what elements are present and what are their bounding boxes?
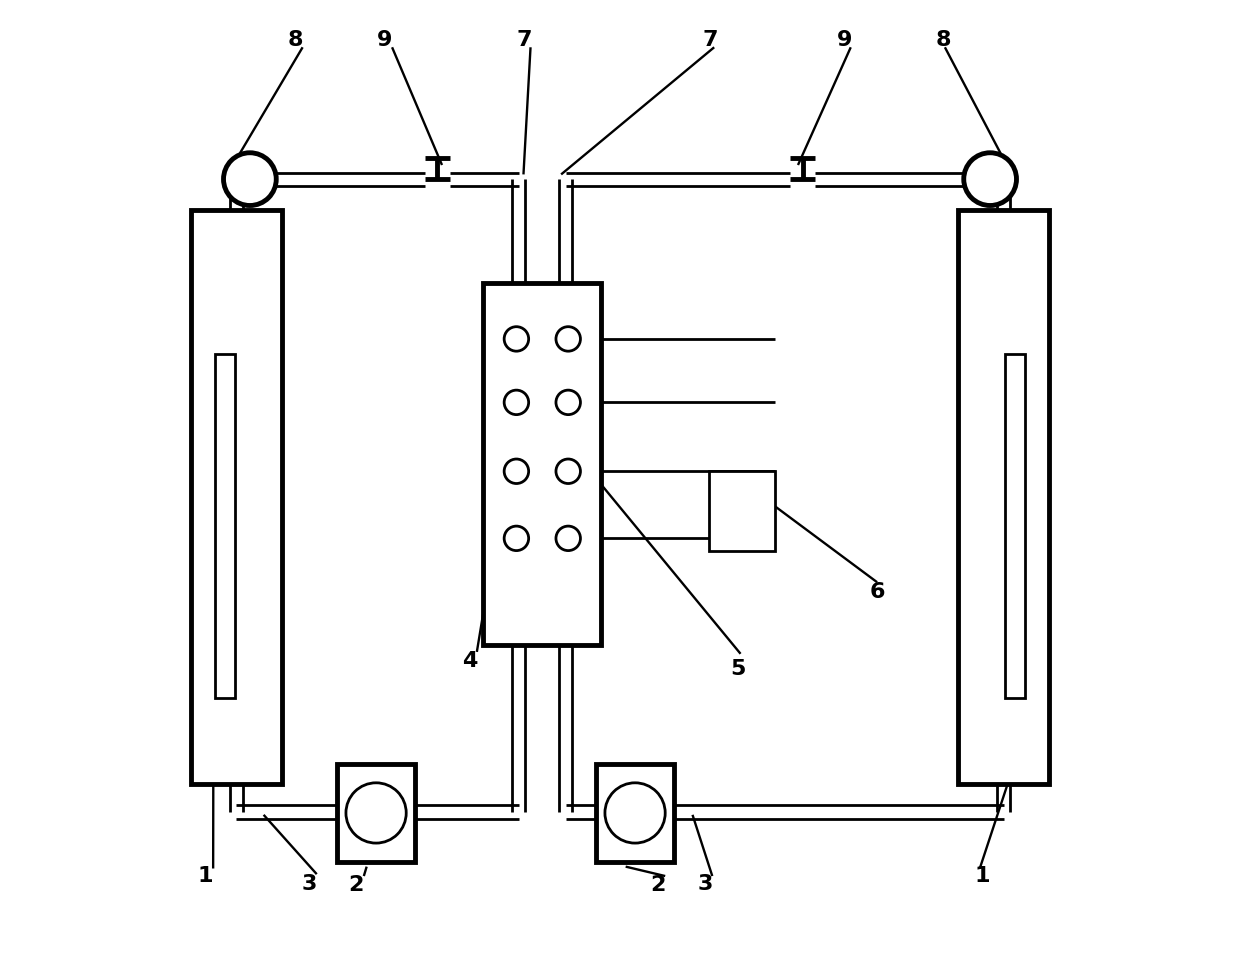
Text: 7: 7 [703,30,718,50]
Text: 4: 4 [461,652,477,672]
Circle shape [963,153,1017,206]
Bar [959,210,1049,784]
Text: 2: 2 [348,875,365,896]
Bar [596,764,673,862]
Bar [216,354,236,698]
Circle shape [556,459,580,483]
Text: 8: 8 [935,30,951,50]
Circle shape [505,526,528,551]
Circle shape [605,783,665,843]
Text: 6: 6 [869,581,885,602]
Circle shape [346,783,407,843]
Text: 9: 9 [837,30,852,50]
Text: 3: 3 [697,874,713,894]
Text: 5: 5 [730,659,745,678]
Circle shape [505,459,528,483]
Text: 2: 2 [650,875,666,896]
Bar [337,764,414,862]
Bar [709,471,775,552]
Text: 1: 1 [975,866,991,886]
Circle shape [505,390,528,414]
Circle shape [556,327,580,351]
Text: 3: 3 [301,874,317,894]
Bar [1004,354,1024,698]
Text: 8: 8 [288,30,303,50]
Bar [191,210,281,784]
Text: 7: 7 [516,30,532,50]
Text: 9: 9 [377,30,392,50]
Circle shape [505,327,528,351]
Text: 1: 1 [198,866,213,886]
Circle shape [556,526,580,551]
Circle shape [556,390,580,414]
Bar [484,283,601,646]
Circle shape [223,153,277,206]
